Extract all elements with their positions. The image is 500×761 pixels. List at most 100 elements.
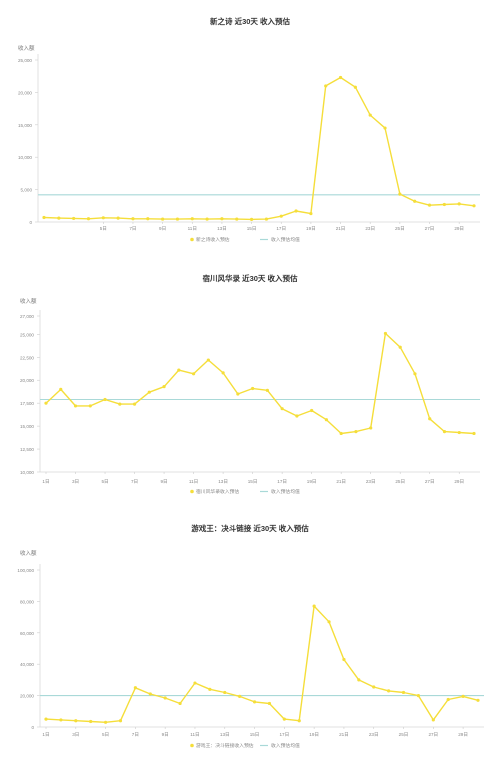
x-tick-label: 25日 bbox=[395, 226, 405, 232]
y-tick-label: 0 bbox=[31, 725, 34, 730]
x-tick-label: 19日 bbox=[307, 479, 317, 485]
data-point bbox=[193, 681, 197, 685]
data-point bbox=[208, 687, 212, 691]
x-tick-label: 19日 bbox=[309, 732, 319, 738]
x-tick-label: 7日 bbox=[132, 732, 139, 738]
legend: 新之诗收入预估 收入预估均值 bbox=[190, 236, 300, 243]
x-tick-label: 5日 bbox=[101, 479, 108, 485]
data-point bbox=[431, 718, 435, 722]
data-point bbox=[147, 390, 151, 394]
x-tick-label: 1日 bbox=[42, 732, 49, 738]
data-point bbox=[353, 85, 357, 89]
x-tick-label: 17日 bbox=[279, 732, 289, 738]
legend-marker-main bbox=[190, 237, 194, 242]
data-point bbox=[44, 401, 48, 405]
x-tick-label: 27日 bbox=[428, 732, 438, 738]
data-point bbox=[86, 217, 91, 221]
y-tick-label: 0 bbox=[29, 220, 32, 225]
data-point bbox=[416, 694, 421, 698]
x-tick-label: 1日 bbox=[42, 479, 49, 485]
x-tick-label: 27日 bbox=[425, 226, 435, 232]
data-point bbox=[238, 694, 242, 698]
chart-title: 游戏王：决斗链接 近30天 收入预估 bbox=[191, 523, 309, 533]
data-point bbox=[472, 431, 476, 436]
x-tick-label: 29日 bbox=[454, 479, 464, 485]
y-axis-label: 收入额 bbox=[18, 44, 35, 52]
y-axis-label: 收入额 bbox=[20, 297, 37, 305]
data-point bbox=[175, 217, 180, 221]
data-point bbox=[461, 694, 465, 698]
data-point bbox=[132, 402, 137, 406]
y-tick-label: 25,000 bbox=[20, 332, 34, 337]
data-point bbox=[413, 372, 417, 376]
data-point bbox=[73, 404, 78, 408]
legend: 宿川风华录收入预估 收入预估均值 bbox=[190, 488, 300, 495]
data-point bbox=[42, 215, 46, 220]
y-tick-label: 10,000 bbox=[18, 155, 32, 160]
x-tick-label: 15日 bbox=[250, 732, 260, 738]
data-point bbox=[131, 217, 135, 221]
data-point bbox=[235, 217, 239, 221]
data-point bbox=[387, 689, 391, 693]
y-tick-label: 25,000 bbox=[18, 58, 32, 63]
data-point bbox=[398, 192, 402, 196]
data-point bbox=[339, 431, 343, 436]
x-tick-label: 23日 bbox=[366, 479, 376, 485]
x-tick-label: 5日 bbox=[100, 226, 107, 232]
x-tick-label: 17日 bbox=[276, 226, 286, 232]
data-point bbox=[428, 417, 432, 421]
x-tick-label: 11日 bbox=[189, 479, 198, 485]
x-tick-label: 23日 bbox=[369, 732, 379, 738]
data-point bbox=[57, 216, 61, 220]
data-point bbox=[309, 211, 313, 216]
data-point bbox=[279, 214, 283, 218]
data-point bbox=[162, 385, 166, 389]
y-axis-label: 收入额 bbox=[20, 549, 37, 557]
data-point bbox=[398, 345, 402, 349]
x-tick-label: 19日 bbox=[306, 226, 316, 232]
data-point bbox=[88, 404, 92, 408]
y-tick-label: 27,000 bbox=[20, 314, 34, 319]
y-tick-label: 20,000 bbox=[20, 694, 34, 699]
legend-label-average: 收入预估均值 bbox=[271, 488, 300, 495]
legend: 游戏王：决斗链接收入预估 收入预估均值 bbox=[190, 742, 300, 749]
data-point bbox=[223, 690, 227, 695]
data-point bbox=[89, 719, 93, 724]
data-point bbox=[205, 217, 209, 221]
data-point bbox=[220, 217, 224, 221]
x-tick-label: 21日 bbox=[339, 732, 349, 738]
data-point bbox=[267, 701, 272, 706]
x-tick-label: 13日 bbox=[217, 226, 227, 232]
data-point bbox=[163, 696, 167, 700]
data-point bbox=[116, 216, 120, 220]
data-point bbox=[324, 84, 328, 88]
x-tick-label: 29日 bbox=[454, 226, 464, 232]
x-tick-label: 15日 bbox=[248, 479, 258, 485]
data-point bbox=[236, 392, 240, 396]
data-point bbox=[177, 368, 181, 372]
data-point bbox=[265, 388, 269, 392]
y-tick-label: 5,000 bbox=[21, 188, 33, 193]
x-tick-label: 11日 bbox=[188, 226, 197, 232]
y-tick-label: 15,000 bbox=[18, 123, 32, 128]
legend-label-average: 收入预估均值 bbox=[271, 742, 300, 749]
data-point bbox=[372, 685, 376, 689]
data-point bbox=[191, 372, 196, 376]
data-point bbox=[413, 199, 417, 203]
data-point bbox=[294, 209, 298, 213]
data-point bbox=[103, 720, 108, 724]
data-point bbox=[59, 387, 63, 392]
x-tick-label: 27日 bbox=[425, 479, 435, 485]
data-point bbox=[72, 216, 76, 221]
x-tick-label: 3日 bbox=[72, 479, 79, 485]
data-point bbox=[249, 217, 254, 222]
data-point bbox=[190, 217, 194, 221]
data-point bbox=[101, 216, 105, 220]
data-point bbox=[442, 202, 446, 207]
data-point bbox=[457, 202, 461, 206]
series-line bbox=[45, 332, 475, 435]
